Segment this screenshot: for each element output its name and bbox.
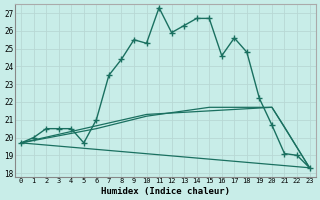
X-axis label: Humidex (Indice chaleur): Humidex (Indice chaleur) bbox=[101, 187, 230, 196]
